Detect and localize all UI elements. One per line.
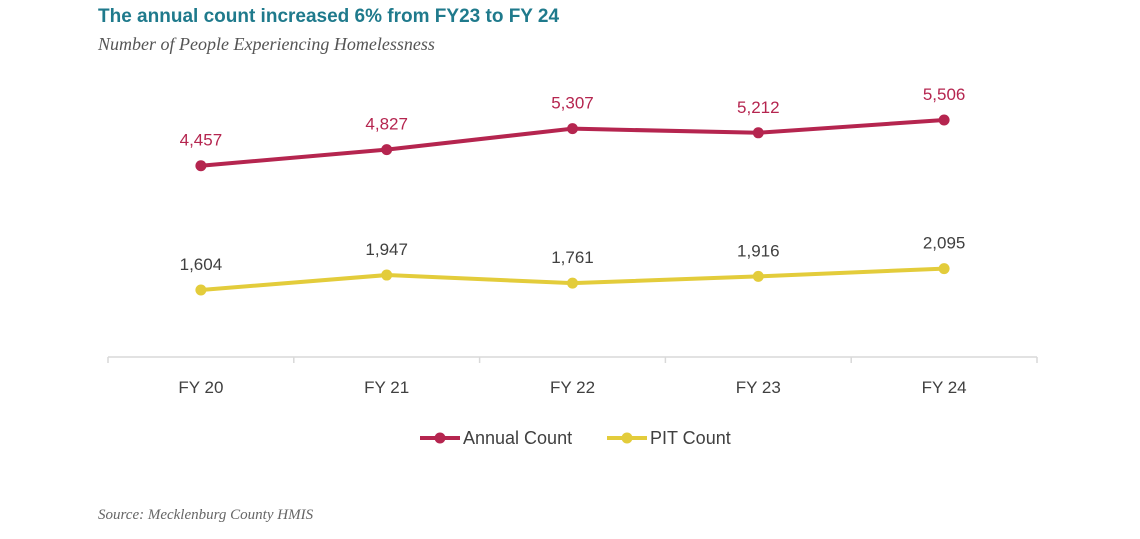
- legend-swatch-marker: [621, 432, 633, 444]
- pit-count-series: 1,604 1,947 1,761 1,916 2,095: [180, 234, 966, 296]
- annual-count-point: [938, 114, 950, 126]
- x-axis: FY 20 FY 21 FY 22 FY 23 FY 24: [107, 356, 1038, 397]
- annual-count-series: 4,457 4,827 5,307 5,212 5,506: [180, 85, 966, 172]
- pit-count-data-label: 1,604: [180, 255, 223, 274]
- legend-item-pit-count: PIT Count: [607, 428, 731, 448]
- pit-count-point: [381, 269, 393, 281]
- annual-count-point: [381, 144, 393, 156]
- x-tick-label: FY 23: [736, 378, 781, 397]
- pit-count-point: [752, 270, 764, 282]
- legend-item-annual-count: Annual Count: [420, 428, 572, 448]
- pit-count-point: [567, 277, 578, 289]
- chart-title: The annual count increased 6% from FY23 …: [98, 6, 560, 27]
- x-tick-label: FY 20: [178, 378, 223, 397]
- annual-count-point: [752, 127, 764, 139]
- legend-label: Annual Count: [463, 428, 572, 448]
- annual-count-data-label: 5,212: [737, 98, 780, 117]
- annual-count-data-label: 4,457: [180, 131, 223, 150]
- pit-count-data-label: 1,916: [737, 241, 780, 260]
- legend: Annual Count PIT Count: [420, 428, 731, 448]
- annual-count-data-label: 5,506: [923, 85, 966, 104]
- source-note: Source: Mecklenburg County HMIS: [98, 507, 314, 523]
- x-tick-label: FY 24: [922, 378, 967, 397]
- annual-count-point: [567, 123, 578, 135]
- x-tick-label: FY 21: [364, 378, 409, 397]
- x-tick-label: FY 22: [550, 378, 595, 397]
- annual-count-data-label: 4,827: [365, 115, 408, 134]
- annual-count-point: [195, 160, 207, 172]
- pit-count-point: [938, 263, 950, 275]
- legend-label: PIT Count: [650, 428, 731, 448]
- chart-subtitle: Number of People Experiencing Homelessne…: [98, 34, 435, 54]
- pit-count-data-label: 1,761: [551, 248, 594, 267]
- annual-count-data-label: 5,307: [551, 94, 594, 113]
- pit-count-data-label: 1,947: [365, 240, 408, 259]
- pit-count-data-label: 2,095: [923, 234, 966, 253]
- pit-count-point: [195, 284, 207, 296]
- series-layer: 4,457 4,827 5,307 5,212 5,506 1,604 1,947 1,761…: [180, 85, 966, 296]
- legend-swatch-marker: [434, 432, 446, 444]
